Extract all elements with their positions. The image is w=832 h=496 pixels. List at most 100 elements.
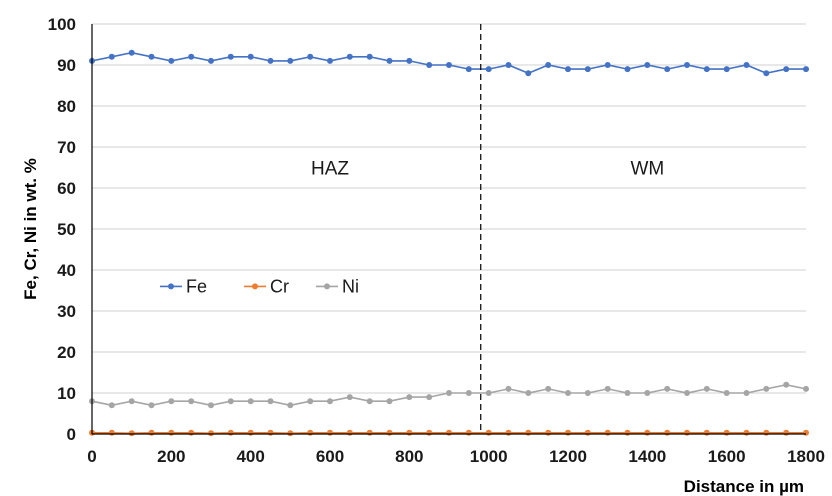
y-axis-title: Fe, Cr, Ni in wt. %	[21, 158, 40, 300]
data-point-fe	[366, 53, 373, 60]
data-point-cr	[307, 429, 314, 436]
data-point-cr	[664, 429, 671, 436]
data-point-ni	[426, 394, 433, 401]
x-tick-label-1600: 1600	[708, 447, 746, 466]
y-tick-label-90: 90	[57, 56, 76, 75]
region-label-wm: WM	[630, 159, 664, 180]
data-point-fe	[803, 66, 809, 73]
data-point-ni	[247, 398, 254, 405]
data-point-cr	[406, 429, 413, 436]
data-point-ni	[803, 385, 809, 392]
data-point-cr	[763, 429, 770, 436]
data-point-fe	[664, 66, 671, 73]
data-point-fe	[267, 57, 274, 64]
data-point-fe	[307, 53, 314, 60]
data-point-fe	[604, 62, 611, 68]
data-point-ni	[644, 390, 651, 396]
x-tick-label-1000: 1000	[470, 447, 508, 466]
data-point-cr	[188, 429, 195, 436]
data-point-cr	[525, 429, 532, 436]
legend-label-fe: Fe	[186, 276, 207, 296]
data-point-cr	[703, 429, 710, 436]
data-point-ni	[485, 390, 492, 396]
data-point-cr	[803, 429, 809, 436]
data-point-ni	[465, 390, 472, 396]
series-group	[89, 49, 809, 437]
data-point-cr	[108, 429, 115, 436]
data-point-fe	[188, 53, 195, 60]
data-point-fe	[208, 57, 214, 64]
data-point-ni	[386, 398, 393, 405]
data-point-cr	[366, 429, 373, 436]
y-tick-label-50: 50	[57, 220, 76, 239]
x-axis-title: Distance in µm	[684, 477, 804, 496]
data-point-fe	[346, 53, 353, 60]
data-point-fe	[644, 62, 651, 68]
legend-item-cr: Cr	[244, 276, 289, 296]
data-point-fe	[406, 57, 413, 64]
x-tick-label-200: 200	[157, 447, 185, 466]
data-point-fe	[684, 62, 690, 68]
data-point-fe	[148, 53, 155, 60]
data-point-ni	[128, 398, 135, 405]
x-tick-label-0: 0	[87, 447, 96, 466]
data-point-ni	[446, 390, 452, 396]
y-tick-label-10: 10	[57, 384, 76, 403]
region-label-haz: HAZ	[311, 159, 349, 180]
y-tick-label-80: 80	[57, 97, 76, 116]
data-point-cr	[545, 429, 552, 436]
data-point-cr	[783, 429, 790, 436]
data-point-cr	[684, 429, 690, 436]
data-point-cr	[287, 430, 294, 437]
data-point-fe	[783, 66, 790, 73]
data-point-ni	[763, 385, 770, 392]
data-point-fe	[247, 53, 254, 60]
data-point-cr	[227, 429, 234, 436]
data-point-cr	[604, 429, 611, 436]
data-point-fe	[485, 66, 492, 73]
legend-label-cr: Cr	[270, 276, 289, 296]
x-tick-label-1800: 1800	[787, 447, 825, 466]
data-point-fe	[763, 70, 770, 77]
data-point-cr	[267, 429, 274, 436]
data-point-fe	[584, 66, 591, 73]
y-tick-label-40: 40	[57, 261, 76, 280]
data-point-cr	[446, 429, 452, 436]
data-point-fe	[446, 62, 452, 68]
y-tick-label-70: 70	[57, 138, 76, 157]
data-point-fe	[426, 62, 433, 68]
legend-marker-fe	[168, 283, 174, 290]
data-point-ni	[624, 390, 631, 396]
data-point-cr	[208, 430, 214, 437]
data-point-ni	[406, 394, 413, 401]
data-point-fe	[525, 70, 532, 77]
data-point-ni	[148, 402, 155, 409]
data-point-fe	[386, 57, 393, 64]
legend-item-ni: Ni	[316, 276, 359, 296]
data-point-cr	[168, 429, 175, 436]
data-point-cr	[148, 429, 155, 436]
data-point-fe	[128, 49, 135, 56]
data-point-ni	[743, 390, 750, 396]
y-tick-label-100: 100	[48, 15, 76, 34]
data-point-cr	[584, 429, 591, 436]
data-point-cr	[327, 429, 333, 436]
data-point-fe	[108, 53, 115, 60]
legend: Fe Cr Ni	[160, 276, 359, 296]
data-point-cr	[644, 429, 651, 436]
data-point-ni	[307, 398, 314, 405]
data-point-cr	[128, 430, 135, 437]
data-point-fe	[703, 66, 710, 73]
data-point-fe	[227, 53, 234, 60]
data-point-ni	[505, 385, 512, 392]
data-point-ni	[684, 390, 690, 396]
data-point-fe	[168, 57, 175, 64]
legend-label-ni: Ni	[342, 276, 359, 296]
data-point-cr	[465, 429, 472, 436]
data-point-ni	[565, 390, 571, 396]
data-point-ni	[168, 398, 175, 405]
gridlines	[92, 23, 806, 394]
x-tick-label-600: 600	[316, 447, 344, 466]
y-tick-label-0: 0	[67, 425, 76, 444]
